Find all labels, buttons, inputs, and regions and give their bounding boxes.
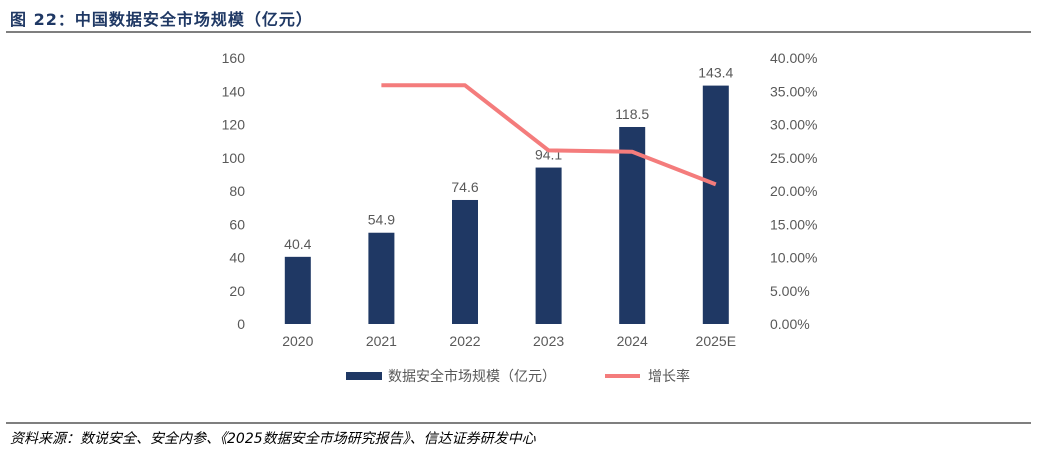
right-axis-tick: 25.00% xyxy=(770,150,817,166)
bar xyxy=(619,126,646,325)
left-axis-tick: 100 xyxy=(222,150,246,166)
left-axis-tick: 160 xyxy=(222,50,246,66)
bar-data-label: 143.4 xyxy=(698,65,733,81)
x-axis-tick: 2023 xyxy=(533,333,564,349)
left-axis-tick: 0 xyxy=(237,316,245,332)
right-axis-tick: 35.00% xyxy=(770,83,817,99)
title-divider xyxy=(6,31,1031,33)
right-axis-tick: 30.00% xyxy=(770,117,817,133)
source-divider xyxy=(6,422,1031,424)
x-axis-tick: 2022 xyxy=(449,333,480,349)
bar-data-label: 118.5 xyxy=(615,106,649,122)
left-axis-tick: 20 xyxy=(229,283,245,299)
right-axis-tick: 10.00% xyxy=(770,250,817,266)
right-axis-tick: 15.00% xyxy=(770,216,817,232)
bar xyxy=(368,232,395,324)
bar-data-label: 54.9 xyxy=(368,212,395,228)
bar xyxy=(284,256,311,324)
right-axis-tick: 20.00% xyxy=(770,183,817,199)
bar xyxy=(702,85,729,324)
x-axis-tick: 2020 xyxy=(282,333,313,349)
left-axis-tick: 60 xyxy=(229,216,245,232)
source-note: 资料来源：数说安全、安全内参、《2025数据安全市场研究报告》、信达证券研发中心 xyxy=(10,431,536,447)
bar xyxy=(535,167,562,324)
x-axis-tick: 2025E xyxy=(696,333,736,349)
left-axis-tick: 140 xyxy=(222,83,246,99)
legend-bar-label: 数据安全市场规模（亿元） xyxy=(388,368,556,384)
x-axis-tick: 2024 xyxy=(617,333,648,349)
left-axis-tick: 40 xyxy=(229,250,245,266)
chart-title: 图 22：中国数据安全市场规模（亿元） xyxy=(10,10,313,29)
bar xyxy=(452,199,478,324)
legend-bar-swatch xyxy=(346,372,382,380)
right-axis-tick: 5.00% xyxy=(770,283,810,299)
bar-data-label: 74.6 xyxy=(451,179,478,195)
left-axis-tick: 80 xyxy=(229,183,245,199)
x-axis-tick: 2021 xyxy=(366,333,397,349)
right-axis-tick: 0.00% xyxy=(770,316,810,332)
bar-data-label: 40.4 xyxy=(284,236,311,252)
right-axis-tick: 40.00% xyxy=(770,50,817,66)
legend-line-label: 增长率 xyxy=(648,368,690,384)
left-axis-tick: 120 xyxy=(222,117,246,133)
